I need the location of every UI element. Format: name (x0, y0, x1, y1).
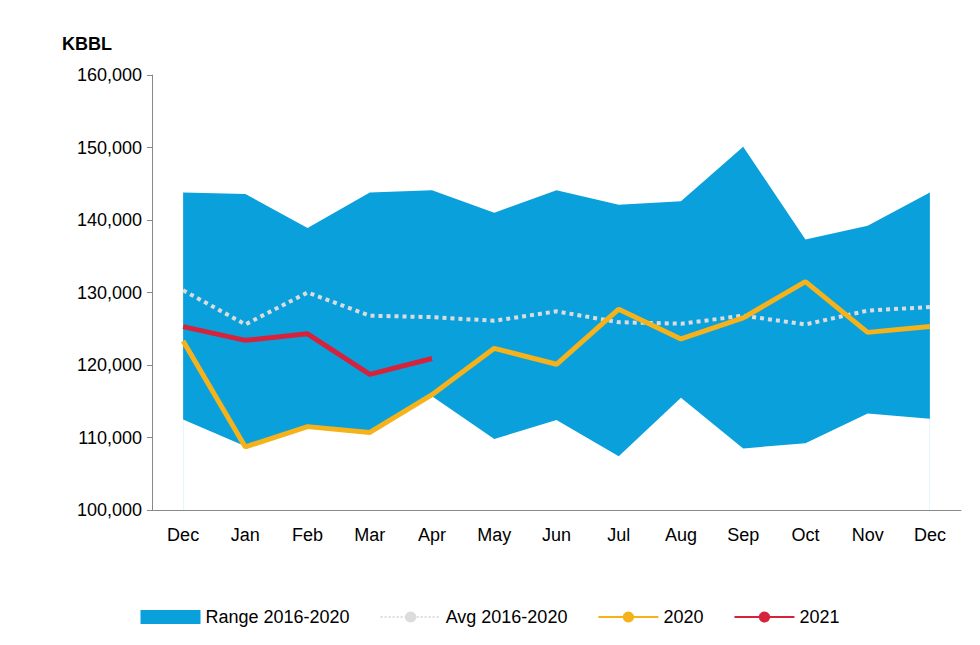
svg-text:Jan: Jan (231, 525, 260, 545)
svg-text:KBBL: KBBL (62, 34, 112, 54)
svg-text:Avg 2016-2020: Avg 2016-2020 (446, 607, 568, 627)
svg-text:Sep: Sep (727, 525, 759, 545)
svg-text:Dec: Dec (914, 525, 946, 545)
svg-text:Aug: Aug (665, 525, 697, 545)
svg-text:Dec: Dec (167, 525, 199, 545)
svg-text:140,000: 140,000 (77, 210, 142, 230)
svg-text:Nov: Nov (852, 525, 884, 545)
svg-text:Feb: Feb (292, 525, 323, 545)
svg-text:120,000: 120,000 (77, 355, 142, 375)
svg-text:110,000: 110,000 (78, 428, 142, 448)
svg-text:160,000: 160,000 (77, 65, 142, 85)
svg-text:100,000: 100,000 (77, 500, 142, 520)
svg-text:May: May (477, 525, 511, 545)
svg-text:2020: 2020 (663, 607, 703, 627)
svg-text:Jun: Jun (542, 525, 571, 545)
svg-text:Oct: Oct (791, 525, 819, 545)
svg-text:150,000: 150,000 (77, 138, 142, 158)
svg-text:Jul: Jul (607, 525, 630, 545)
svg-text:130,000: 130,000 (77, 283, 142, 303)
svg-text:Apr: Apr (418, 525, 446, 545)
svg-text:Mar: Mar (354, 525, 385, 545)
svg-text:Range 2016-2020: Range 2016-2020 (206, 607, 350, 627)
svg-text:2021: 2021 (799, 607, 839, 627)
